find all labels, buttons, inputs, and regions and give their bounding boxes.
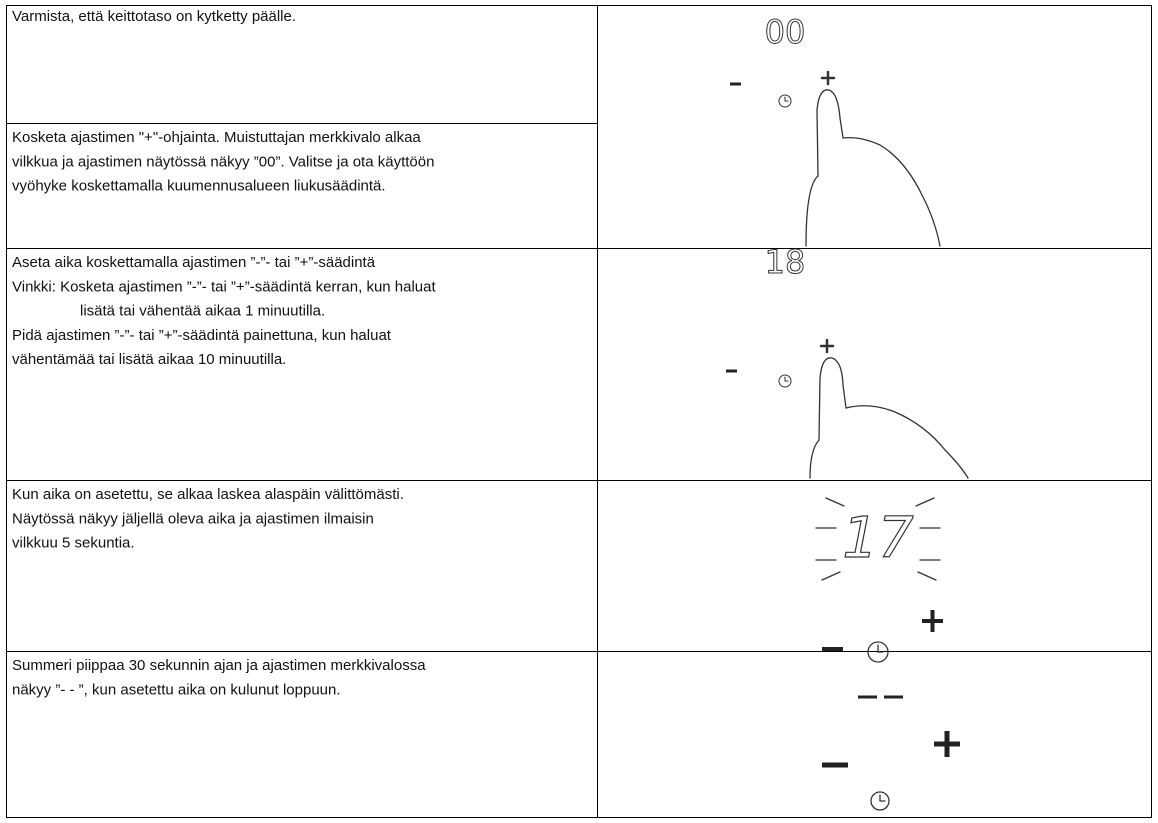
display: 00: [765, 13, 806, 51]
illustration: [726, 338, 969, 479]
instruction-text: Varmista, että keittotaso on kytketty pä…: [12, 8, 296, 25]
instruction-text: vyöhyke koskettamalla kuumennusalueen li…: [12, 178, 386, 195]
instruction-text: Pidä ajastimen ”-”- tai ”+”-säädintä pai…: [12, 327, 392, 344]
instruction-text: Summeri piippaa 30 sekunnin ajan ja ajas…: [12, 657, 426, 674]
instruction-text: Kun aika on asetettu, se alkaa laskea al…: [12, 486, 404, 503]
display: 17: [842, 506, 914, 571]
instruction-text: vähentämää tai lisätä aikaa 10 minuutill…: [12, 351, 286, 368]
instruction-text: vilkkua ja ajastimen näytössä näkyy ”00”…: [12, 153, 434, 170]
instruction-text: näkyy ”- - ”, kun asetettu aika on kulun…: [12, 681, 341, 698]
instruction-text: Kosketa ajastimen "+"-ohjainta. Muistutt…: [12, 129, 421, 146]
instruction-text: Näytössä näkyy jäljellä oleva aika ja aj…: [12, 510, 374, 527]
table-border: [6, 5, 1152, 818]
illustration: [822, 695, 960, 811]
instruction-text: Vinkki: Kosketa ajastimen ”-”- tai ”+”-s…: [12, 278, 436, 295]
illustration: [815, 497, 943, 663]
instruction-text: lisätä tai vähentää aikaa 1 minuutilla.: [80, 303, 325, 320]
display: 18: [765, 243, 806, 281]
instruction-text: vilkkuu 5 sekuntia.: [12, 535, 135, 552]
illustration: [730, 70, 941, 247]
instruction-text: Aseta aika koskettamalla ajastimen ”-”- …: [12, 254, 376, 271]
